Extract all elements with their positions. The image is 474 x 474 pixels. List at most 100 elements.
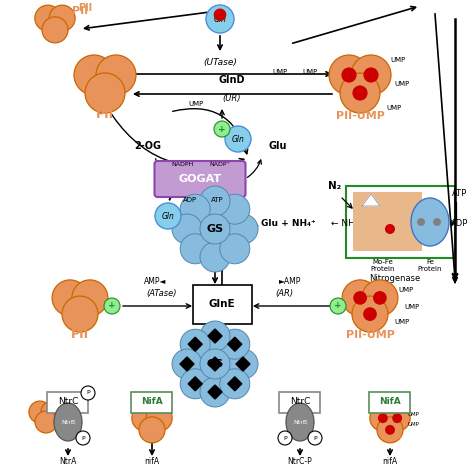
Circle shape xyxy=(41,401,63,423)
Text: ADP: ADP xyxy=(183,197,197,203)
Circle shape xyxy=(29,401,51,423)
Circle shape xyxy=(180,234,210,264)
Text: P: P xyxy=(283,436,287,440)
FancyBboxPatch shape xyxy=(193,285,252,324)
Circle shape xyxy=(278,431,292,445)
Text: NtrB: NtrB xyxy=(61,419,75,425)
Text: 2-OG: 2-OG xyxy=(135,141,162,151)
Text: UMP: UMP xyxy=(273,69,288,75)
Text: nifA: nifA xyxy=(383,457,398,466)
Text: (UTase): (UTase) xyxy=(203,57,237,66)
Circle shape xyxy=(352,85,368,100)
Circle shape xyxy=(52,280,88,316)
Text: AMP◄: AMP◄ xyxy=(144,277,166,286)
Ellipse shape xyxy=(54,403,82,441)
Ellipse shape xyxy=(411,198,449,246)
Circle shape xyxy=(364,67,379,82)
Circle shape xyxy=(200,214,230,244)
Circle shape xyxy=(352,296,388,332)
Text: Glu: Glu xyxy=(269,141,287,151)
Text: Mo-Fe: Mo-Fe xyxy=(373,259,393,265)
Circle shape xyxy=(308,431,322,445)
Circle shape xyxy=(225,126,251,152)
FancyBboxPatch shape xyxy=(131,392,173,412)
Circle shape xyxy=(74,55,114,95)
Circle shape xyxy=(363,307,377,321)
Text: Gln: Gln xyxy=(214,15,227,24)
Polygon shape xyxy=(188,377,202,391)
Text: NtrC: NtrC xyxy=(290,398,310,407)
Text: NADP⁺: NADP⁺ xyxy=(210,162,230,167)
Circle shape xyxy=(353,291,367,305)
Text: NifA: NifA xyxy=(379,398,401,407)
Circle shape xyxy=(214,9,226,21)
Circle shape xyxy=(206,5,234,33)
Text: PII-UMP: PII-UMP xyxy=(336,111,384,121)
Text: (UR): (UR) xyxy=(223,93,241,102)
FancyBboxPatch shape xyxy=(353,192,422,251)
Text: ← NH₃: ← NH₃ xyxy=(331,219,359,228)
Text: Protein: Protein xyxy=(418,266,442,272)
Circle shape xyxy=(220,369,250,399)
Circle shape xyxy=(35,411,57,433)
Circle shape xyxy=(132,405,158,431)
Text: PII: PII xyxy=(72,6,88,16)
Text: GlnD: GlnD xyxy=(219,75,245,85)
Text: Nitrogenase: Nitrogenase xyxy=(369,274,420,283)
Text: (ATase): (ATase) xyxy=(147,289,177,298)
Circle shape xyxy=(180,329,210,359)
Text: NtrA: NtrA xyxy=(59,457,77,466)
Circle shape xyxy=(417,218,425,226)
Circle shape xyxy=(385,224,395,234)
Text: P: P xyxy=(86,391,90,395)
Circle shape xyxy=(329,55,369,95)
Circle shape xyxy=(377,417,403,443)
Text: Glu + NH₄⁺: Glu + NH₄⁺ xyxy=(261,219,315,228)
FancyBboxPatch shape xyxy=(155,161,246,197)
Polygon shape xyxy=(228,377,242,391)
Circle shape xyxy=(72,280,108,316)
Text: PII
UMP: PII UMP xyxy=(388,429,402,440)
Text: N₂: N₂ xyxy=(328,181,342,191)
Circle shape xyxy=(180,369,210,399)
Circle shape xyxy=(49,5,75,31)
Circle shape xyxy=(433,218,441,226)
Circle shape xyxy=(180,194,210,224)
Circle shape xyxy=(351,55,391,95)
Text: P: P xyxy=(81,436,85,440)
Polygon shape xyxy=(228,337,242,351)
Text: PII: PII xyxy=(71,328,89,341)
Text: NifA: NifA xyxy=(141,398,163,407)
Circle shape xyxy=(172,349,202,379)
Text: (AR): (AR) xyxy=(275,289,293,298)
Circle shape xyxy=(172,214,202,244)
Circle shape xyxy=(392,413,402,423)
Polygon shape xyxy=(208,357,222,371)
Circle shape xyxy=(341,67,356,82)
Text: UMP: UMP xyxy=(188,101,204,107)
Circle shape xyxy=(76,431,90,445)
Text: UMP: UMP xyxy=(398,287,413,293)
Text: UMP: UMP xyxy=(390,57,405,63)
Circle shape xyxy=(370,405,396,431)
Text: GS: GS xyxy=(207,224,224,234)
Polygon shape xyxy=(208,385,222,399)
Text: +: + xyxy=(334,301,342,310)
FancyBboxPatch shape xyxy=(280,392,320,412)
Text: Fe: Fe xyxy=(426,259,434,265)
Text: NADPH: NADPH xyxy=(172,162,194,167)
Circle shape xyxy=(228,349,258,379)
Text: ►AMP: ►AMP xyxy=(279,277,301,286)
Circle shape xyxy=(155,203,181,229)
Circle shape xyxy=(96,55,136,95)
Circle shape xyxy=(200,377,230,407)
Text: UMP: UMP xyxy=(394,319,409,325)
Circle shape xyxy=(81,386,95,400)
Text: +: + xyxy=(108,301,116,310)
Text: Gln: Gln xyxy=(162,211,174,220)
Polygon shape xyxy=(362,194,380,206)
Text: NtrB: NtrB xyxy=(293,419,307,425)
Text: UMP: UMP xyxy=(386,105,401,111)
Circle shape xyxy=(378,413,388,423)
Circle shape xyxy=(384,405,410,431)
